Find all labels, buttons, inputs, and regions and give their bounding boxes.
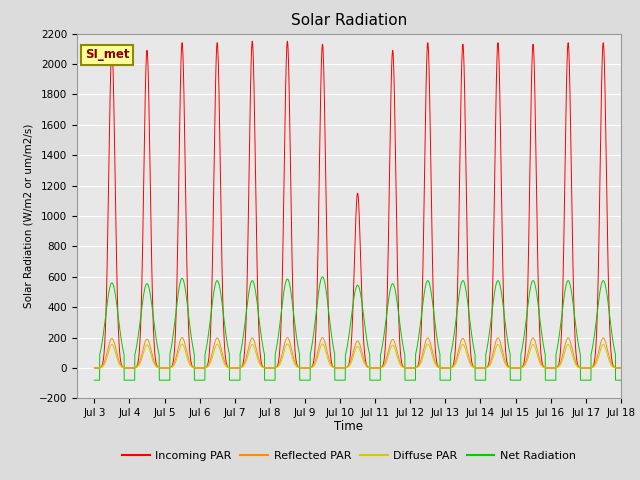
- Title: Solar Radiation: Solar Radiation: [291, 13, 407, 28]
- Y-axis label: Solar Radiation (W/m2 or um/m2/s): Solar Radiation (W/m2 or um/m2/s): [23, 124, 33, 308]
- Legend: Incoming PAR, Reflected PAR, Diffuse PAR, Net Radiation: Incoming PAR, Reflected PAR, Diffuse PAR…: [117, 447, 580, 466]
- Text: SI_met: SI_met: [85, 48, 129, 61]
- X-axis label: Time: Time: [334, 420, 364, 432]
